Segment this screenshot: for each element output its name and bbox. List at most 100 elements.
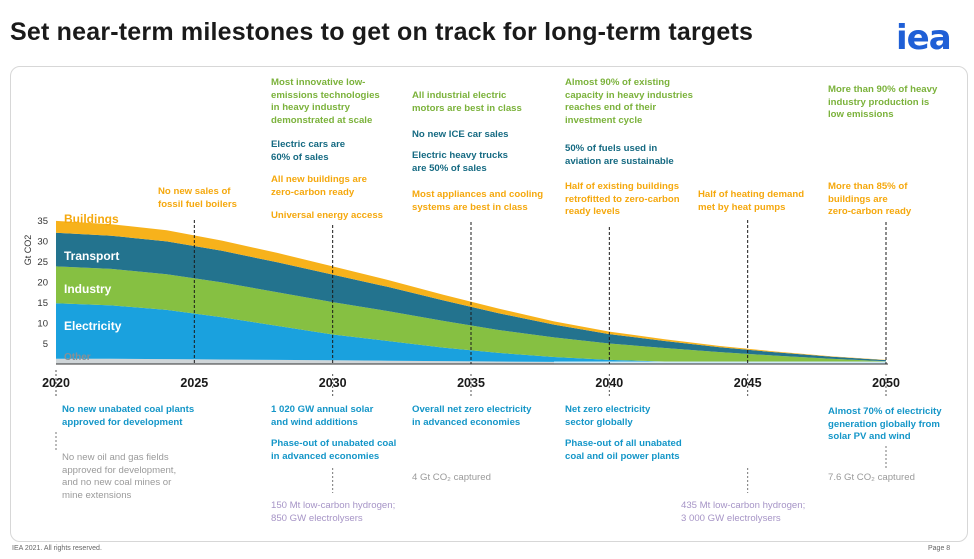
x-tick-label: 2025 bbox=[180, 376, 208, 390]
milestone-note-line: Half of existing buildings bbox=[565, 181, 680, 192]
page-title: Set near-term milestones to get on track… bbox=[10, 18, 754, 46]
y-axis-title: Gt CO2 bbox=[23, 235, 33, 266]
milestone-note-below-2030: 150 Mt low-carbon hydrogen; 850 GW electr… bbox=[271, 500, 395, 525]
milestone-note-line: low emissions bbox=[828, 109, 894, 121]
milestone-note-line: Most innovative low- bbox=[271, 77, 366, 88]
y-tick-label: 5 bbox=[43, 339, 48, 350]
milestone-note-line: Universal energy access bbox=[271, 210, 384, 221]
milestone-note-above-2035: Most appliances and cooling systems are b… bbox=[412, 189, 543, 214]
milestone-note-line: ready levels bbox=[565, 206, 620, 218]
milestone-note-line: retrofitted to zero-carbon bbox=[565, 193, 680, 205]
milestone-note-line: Phase-out of all unabated bbox=[565, 438, 682, 449]
milestone-note-line: in advanced economies bbox=[271, 450, 380, 462]
milestone-note-line: No new ICE car sales bbox=[412, 129, 509, 140]
milestone-note-below-2040: Phase-out of all unabated coal and oil po… bbox=[565, 438, 682, 463]
area-electricity bbox=[56, 303, 886, 364]
milestone-note-below-2035: Overall net zero electricity in advanced … bbox=[412, 404, 531, 429]
milestone-note-line: systems are best in class bbox=[412, 201, 528, 213]
milestone-note-below-2040: Net zero electricity sector globally bbox=[565, 404, 650, 429]
milestone-note-line: No new sales of bbox=[158, 186, 231, 197]
milestone-note-line: More than 90% of heavy bbox=[828, 84, 938, 95]
milestone-note-line: approved for development bbox=[62, 416, 183, 428]
milestone-note-below-2050: Almost 70% of electricity generation glob… bbox=[828, 406, 942, 444]
milestone-note-line: met by heat pumps bbox=[698, 201, 786, 213]
milestone-note-line: aviation are sustainable bbox=[565, 155, 674, 167]
milestone-note-below-2020: No new unabated coal plants approved for … bbox=[62, 404, 194, 429]
series-label-industry: Industry bbox=[64, 282, 112, 296]
milestone-note-line: Electric heavy trucks bbox=[412, 150, 508, 161]
milestone-note-above-2030: Most innovative low-emissions technologi… bbox=[271, 77, 380, 127]
y-tick-label: 10 bbox=[37, 319, 48, 330]
milestone-note-line: Phase-out of unabated coal bbox=[271, 438, 397, 449]
milestone-note-line: 4 Gt CO₂ captured bbox=[412, 472, 491, 483]
milestone-note-line: in heavy industry bbox=[271, 102, 350, 114]
y-tick-label: 25 bbox=[37, 257, 48, 268]
milestone-note-line: coal and oil power plants bbox=[565, 450, 680, 462]
milestone-note-line: buildings are bbox=[828, 193, 888, 205]
milestone-note-below-2050: 7.6 Gt CO₂ captured bbox=[828, 472, 915, 485]
page-number: Page 8 bbox=[928, 545, 951, 552]
milestone-note-line: Net zero electricity bbox=[565, 404, 651, 415]
milestone-note-line: approved for development, bbox=[62, 464, 177, 476]
milestone-note-line: Overall net zero electricity bbox=[412, 404, 532, 415]
milestone-note-above-2040: Half of existing buildings retrofitted to… bbox=[565, 181, 680, 219]
milestone-note-line: 150 Mt low-carbon hydrogen; bbox=[271, 500, 396, 511]
milestone-note-line: No new unabated coal plants bbox=[62, 404, 195, 415]
milestone-note-above-2045: Half of heating demand met by heat pumps bbox=[698, 189, 804, 214]
milestone-note-line: solar PV and wind bbox=[828, 431, 911, 443]
milestone-note-above-2030: All new buildings are zero-carbon ready bbox=[271, 174, 367, 199]
y-tick-label: 30 bbox=[37, 237, 48, 248]
milestone-note-line: capacity in heavy industries bbox=[565, 89, 693, 101]
milestone-note-above-2040: Almost 90% of existing capacity in heavy … bbox=[565, 77, 693, 127]
series-label-electricity: Electricity bbox=[64, 319, 122, 333]
milestone-note-line: 435 Mt low-carbon hydrogen; bbox=[681, 500, 806, 511]
milestone-note-line: investment cycle bbox=[565, 114, 643, 126]
y-tick-label: 15 bbox=[37, 298, 48, 309]
milestone-note-line: are 50% of sales bbox=[412, 162, 487, 174]
milestone-note-above-2030: Electric cars are 60% of sales bbox=[271, 139, 345, 164]
milestone-note-line: generation globally from bbox=[828, 418, 940, 430]
chart-panel bbox=[10, 66, 968, 542]
milestone-note-line: All industrial electric bbox=[412, 90, 507, 101]
series-label-other: Other bbox=[64, 352, 91, 363]
milestone-note-above-2025: No new sales of fossil fuel boilers bbox=[158, 186, 237, 211]
milestone-note-below-2030: 1 020 GW annual solar and wind additions bbox=[271, 404, 373, 429]
milestone-note-line: 3 000 GW electrolysers bbox=[681, 512, 781, 524]
milestone-note-above-2040: 50% of fuels used in aviation are sustain… bbox=[565, 143, 674, 168]
milestone-note-line: zero-carbon ready bbox=[828, 206, 912, 218]
copyright-footer: IEA 2021. All rights reserved. bbox=[12, 545, 102, 552]
milestone-note-line: 50% of fuels used in bbox=[565, 143, 658, 154]
milestone-note-above-2035: No new ICE car sales bbox=[412, 129, 509, 142]
series-label-buildings: Buildings bbox=[64, 212, 119, 226]
milestone-note-line: zero-carbon ready bbox=[271, 186, 355, 198]
milestone-note-below-2045: 435 Mt low-carbon hydrogen; 3 000 GW elec… bbox=[681, 500, 805, 525]
area-industry bbox=[56, 266, 886, 364]
milestone-note-above-2035: Electric heavy trucks are 50% of sales bbox=[412, 150, 508, 175]
milestone-note-line: motors are best in class bbox=[412, 102, 522, 114]
milestone-note-line: in advanced economies bbox=[412, 416, 521, 428]
milestone-note-line: Most appliances and cooling bbox=[412, 189, 544, 200]
milestone-note-above-2050: More than 90% of heavy industry productio… bbox=[828, 84, 937, 122]
milestone-note-above-2035: All industrial electric motors are best i… bbox=[412, 90, 522, 115]
milestone-note-line: emissions technologies bbox=[271, 89, 380, 101]
milestone-note-line: Electric cars are bbox=[271, 139, 346, 150]
milestone-note-below-2020: No new oil and gas fields approved for de… bbox=[62, 452, 176, 502]
milestone-note-line: 60% of sales bbox=[271, 151, 329, 163]
milestone-note-line: industry production is bbox=[828, 96, 930, 108]
milestone-note-line: and no new coal mines or bbox=[62, 477, 172, 489]
milestone-note-line: and wind additions bbox=[271, 416, 358, 428]
iea-logo: iea bbox=[896, 18, 952, 58]
milestone-note-line: No new oil and gas fields bbox=[62, 452, 169, 463]
y-tick-label: 20 bbox=[37, 278, 48, 289]
series-label-transport: Transport bbox=[64, 249, 119, 263]
milestone-note-line: demonstrated at scale bbox=[271, 114, 373, 126]
milestone-note-below-2035: 4 Gt CO₂ captured bbox=[412, 472, 491, 485]
milestone-note-line: More than 85% of bbox=[828, 181, 908, 192]
area-transport bbox=[56, 232, 886, 362]
area-buildings bbox=[56, 220, 886, 361]
milestone-note-above-2030: Universal energy access bbox=[271, 210, 383, 223]
area-other bbox=[56, 358, 886, 364]
milestone-note-line: reaches end of their bbox=[565, 102, 657, 114]
milestone-note-below-2030: Phase-out of unabated coal in advanced ec… bbox=[271, 438, 396, 463]
